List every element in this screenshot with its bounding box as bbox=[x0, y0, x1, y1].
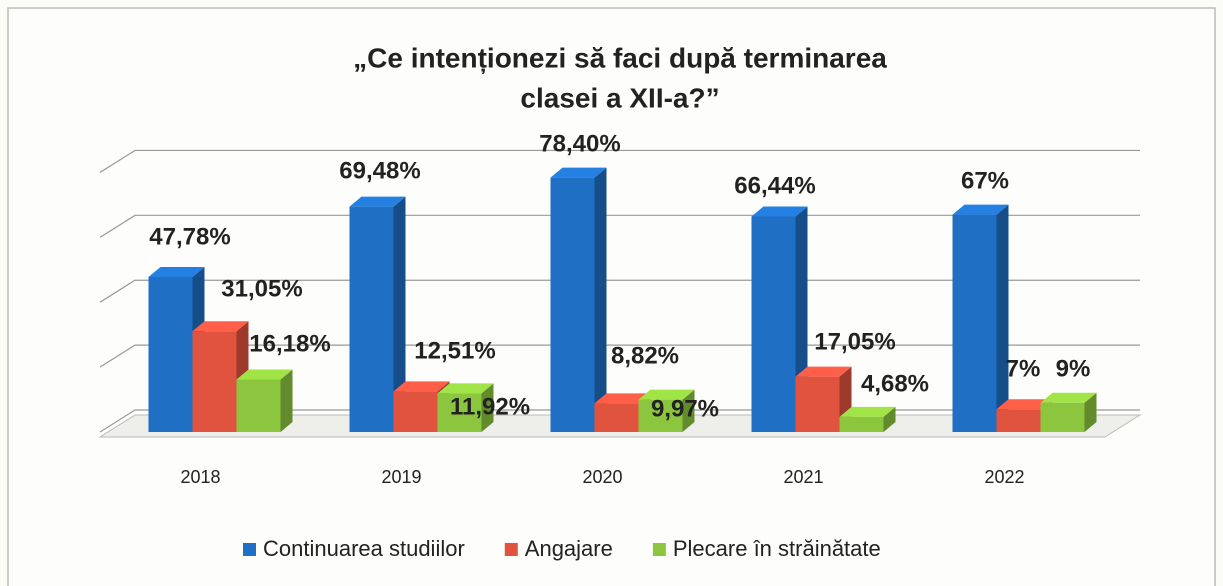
bar bbox=[550, 167, 607, 432]
bar-face bbox=[349, 206, 394, 432]
bar-face bbox=[996, 409, 1041, 432]
bar-face bbox=[550, 167, 607, 178]
bar-face bbox=[638, 399, 683, 432]
data-label: 31,05% bbox=[221, 275, 302, 302]
bar-face bbox=[236, 369, 293, 380]
bar-face bbox=[148, 276, 193, 432]
bar-face bbox=[795, 366, 852, 377]
data-label: 11,92% bbox=[450, 393, 530, 420]
legend-label: Continuarea studiilor bbox=[263, 536, 465, 561]
legend-swatch bbox=[504, 543, 518, 556]
chart-title: „Ce intenționezi să faci după terminarea bbox=[353, 42, 887, 73]
bar-face bbox=[349, 196, 406, 207]
bar-face bbox=[594, 167, 607, 432]
bar bbox=[236, 369, 293, 432]
bar-face bbox=[148, 266, 205, 277]
x-tick-label: 2018 bbox=[180, 467, 220, 487]
legend-swatch bbox=[243, 543, 256, 556]
data-label: 16,18% bbox=[249, 330, 330, 357]
bar-face bbox=[996, 399, 1053, 410]
bar-face bbox=[280, 369, 293, 432]
bar-face bbox=[192, 321, 249, 332]
bar bbox=[952, 204, 1009, 432]
bar-face bbox=[1084, 392, 1097, 432]
grid-line bbox=[99, 149, 1140, 173]
bar-face bbox=[682, 389, 695, 432]
bar-face bbox=[393, 381, 450, 392]
data-label: 17,05% bbox=[814, 328, 895, 355]
x-tick-label: 2019 bbox=[381, 467, 421, 487]
bar-face bbox=[1040, 392, 1097, 403]
data-label: 47,78% bbox=[149, 223, 230, 250]
legend-label: Angajare bbox=[525, 536, 613, 561]
legend-swatch bbox=[652, 543, 666, 556]
bar bbox=[349, 196, 406, 432]
data-label: 4,68% bbox=[861, 370, 929, 397]
chart-title: clasei a XII-a?” bbox=[520, 82, 719, 113]
bar-face bbox=[550, 177, 595, 432]
bar bbox=[638, 389, 695, 432]
data-label: 67% bbox=[961, 167, 1009, 194]
data-label: 78,40% bbox=[539, 130, 620, 157]
bar bbox=[437, 383, 494, 432]
data-label: 66,44% bbox=[734, 172, 815, 199]
bar-face bbox=[481, 383, 494, 432]
bar-face bbox=[996, 204, 1009, 432]
data-label: 69,48% bbox=[339, 157, 420, 184]
bar-face bbox=[393, 196, 406, 432]
legend-label: Plecare în străinătate bbox=[673, 536, 881, 561]
bar-face bbox=[952, 214, 997, 432]
bar-face bbox=[437, 383, 494, 394]
data-label: 8,82% bbox=[611, 342, 679, 369]
bar-face bbox=[594, 393, 651, 404]
bar-face bbox=[883, 406, 896, 432]
x-tick-label: 2020 bbox=[582, 467, 622, 487]
bar-face bbox=[393, 391, 438, 432]
bar-face bbox=[839, 416, 884, 432]
bar-face bbox=[236, 379, 281, 432]
frame bbox=[7, 7, 1216, 586]
x-tick-label: 2021 bbox=[783, 467, 823, 487]
bar-face bbox=[952, 204, 1009, 215]
data-label: 9,97% bbox=[651, 395, 719, 422]
bar-face bbox=[795, 376, 840, 432]
data-label: 12,51% bbox=[414, 337, 495, 364]
data-label: 7% bbox=[1006, 355, 1041, 382]
bar-face bbox=[751, 206, 808, 217]
bar-face bbox=[594, 403, 639, 432]
bar-face bbox=[1040, 402, 1085, 432]
bar bbox=[1040, 392, 1097, 432]
bar-face bbox=[638, 389, 695, 400]
bar-face bbox=[437, 393, 482, 432]
bar bbox=[839, 406, 896, 432]
x-tick-label: 2022 bbox=[984, 467, 1024, 487]
bar-face bbox=[839, 406, 896, 417]
bar-face bbox=[192, 331, 237, 432]
data-label: 9% bbox=[1056, 355, 1091, 382]
bar-face bbox=[751, 216, 796, 432]
